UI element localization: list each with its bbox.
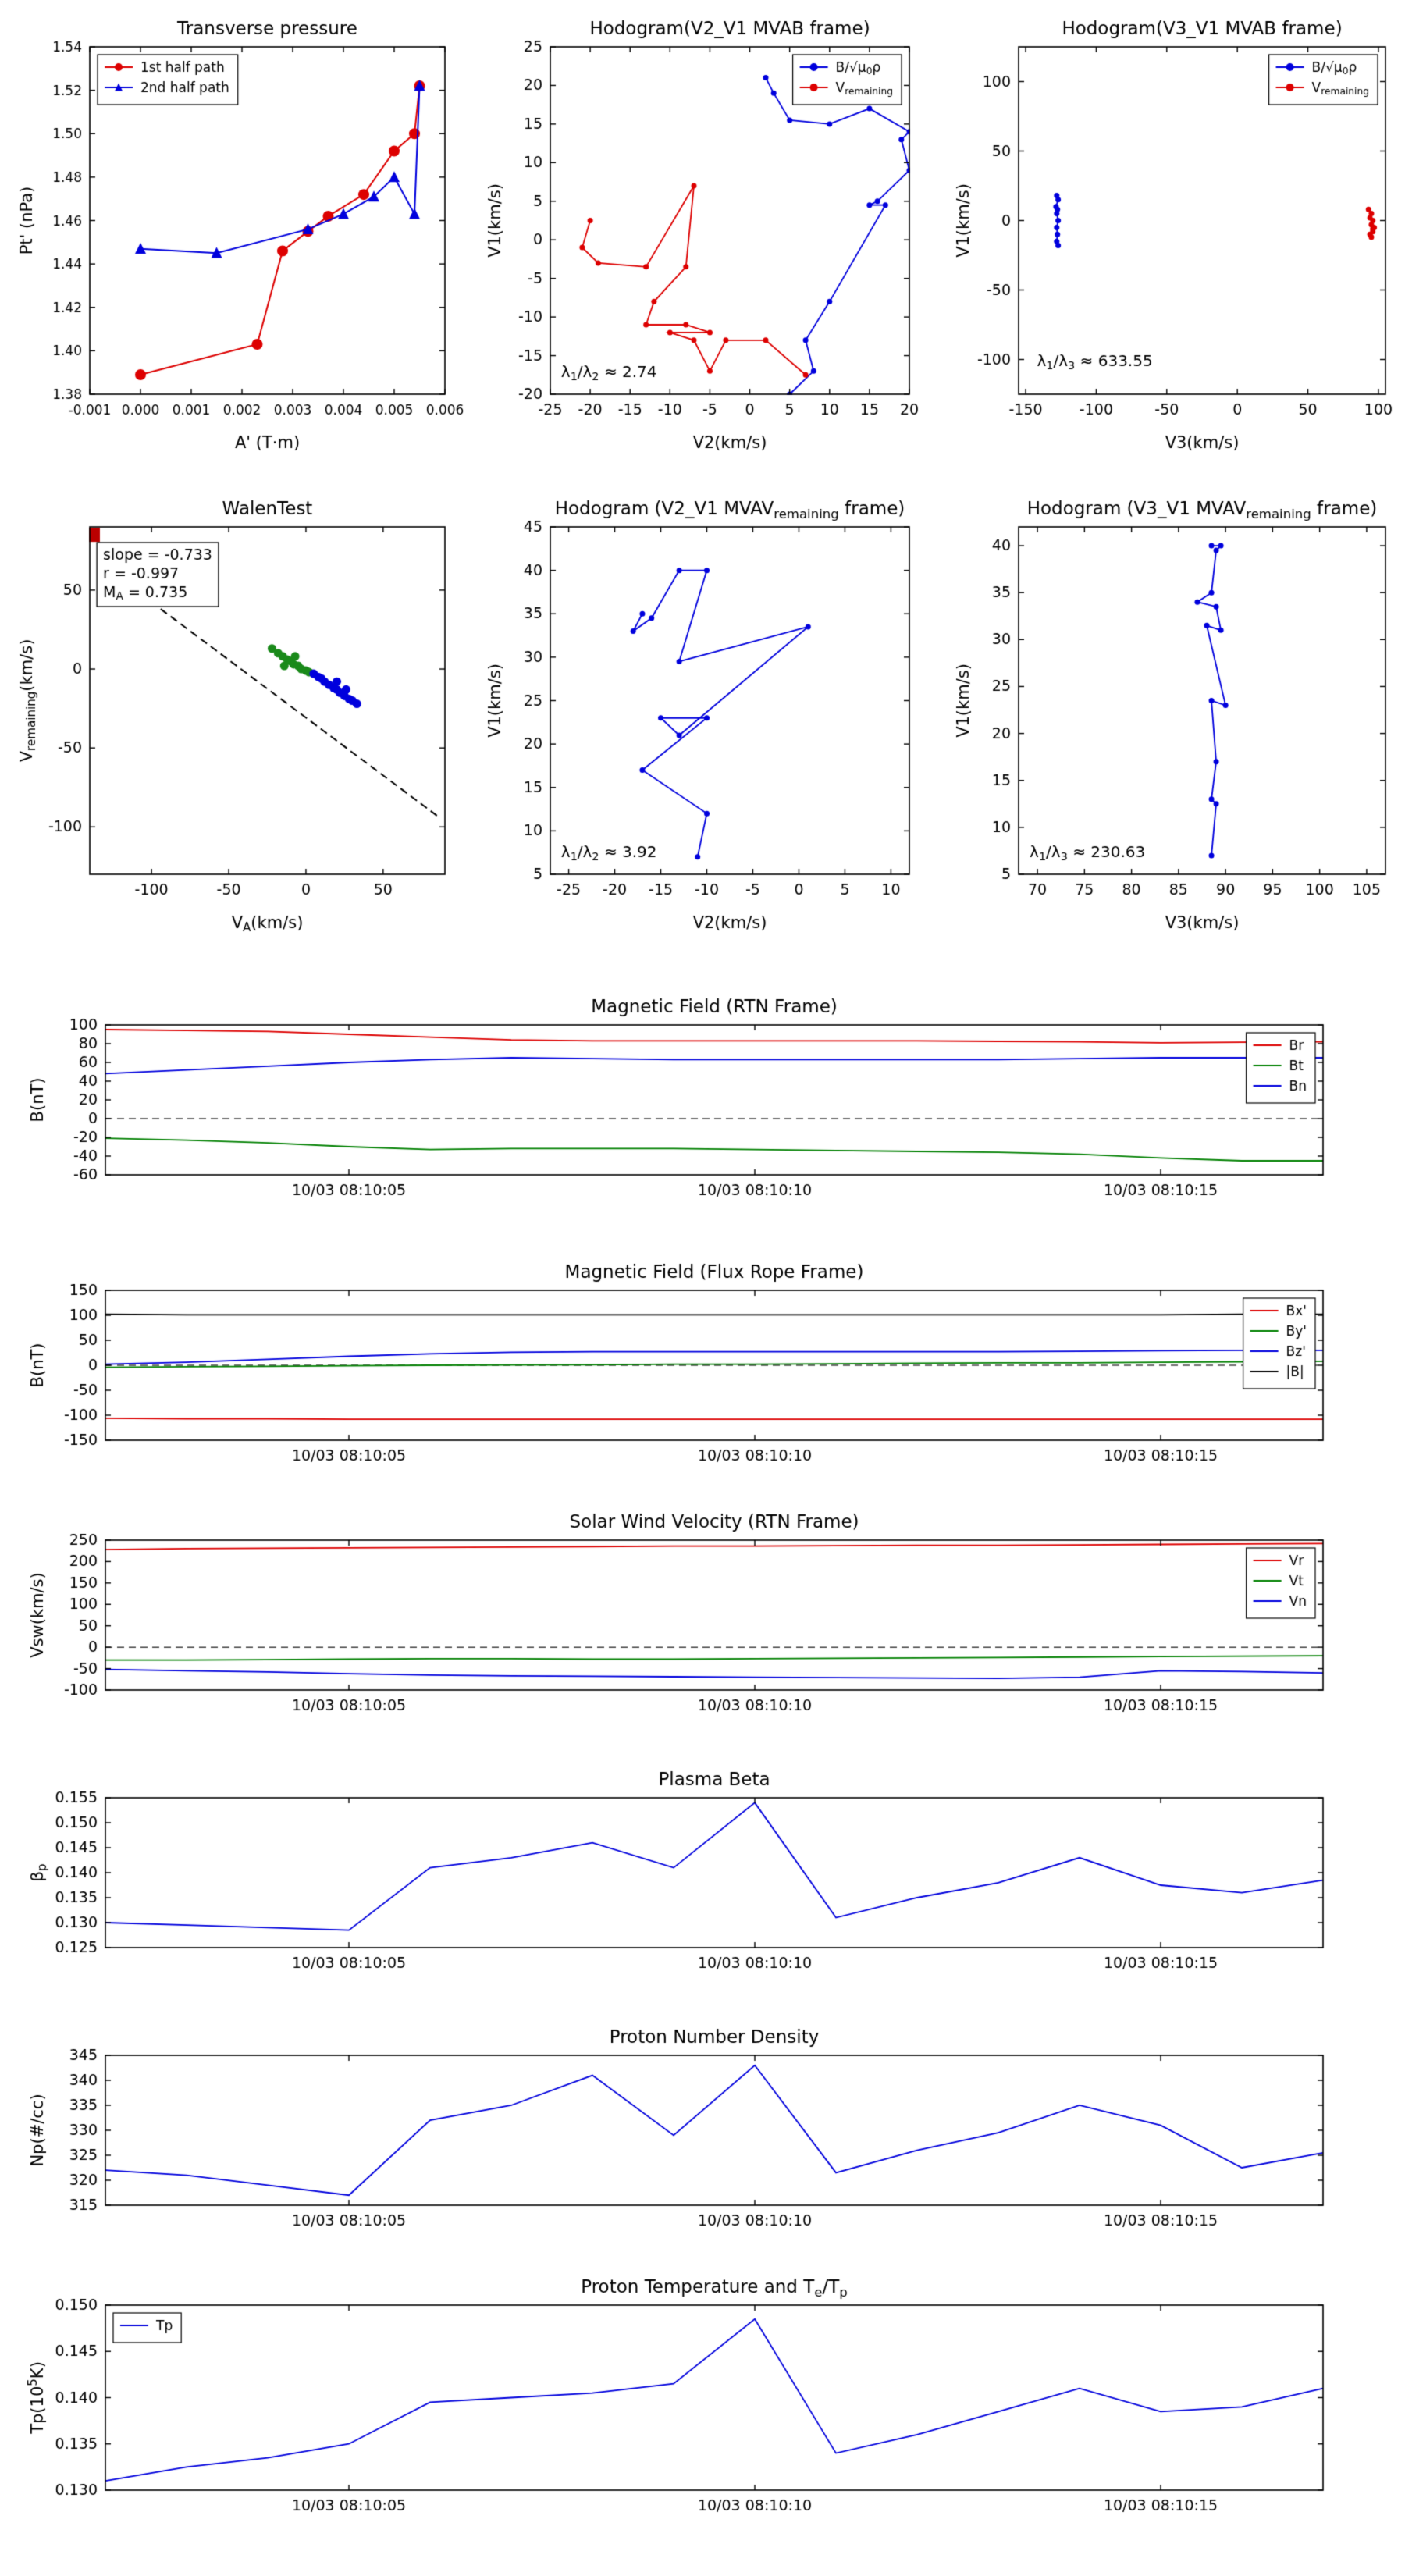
walen-test-chart <box>8 488 468 941</box>
magnetic-field-rtn-chart <box>0 987 1405 1222</box>
proton-temperature-chart <box>0 2268 1405 2545</box>
hodogram-v2v1-mvav-chart <box>476 488 937 941</box>
hodogram-v3v1-mvab-chart <box>944 8 1405 461</box>
transverse-pressure-chart <box>8 8 468 461</box>
proton-density-chart <box>0 2018 1405 2252</box>
magnetic-field-fluxrope-chart <box>0 1253 1405 1487</box>
plasma-beta-chart <box>0 1760 1405 1994</box>
solar-wind-velocity-chart <box>0 1503 1405 1737</box>
hodogram-v3v1-mvav-chart <box>944 488 1405 941</box>
hodogram-v2v1-mvab-chart <box>476 8 937 461</box>
